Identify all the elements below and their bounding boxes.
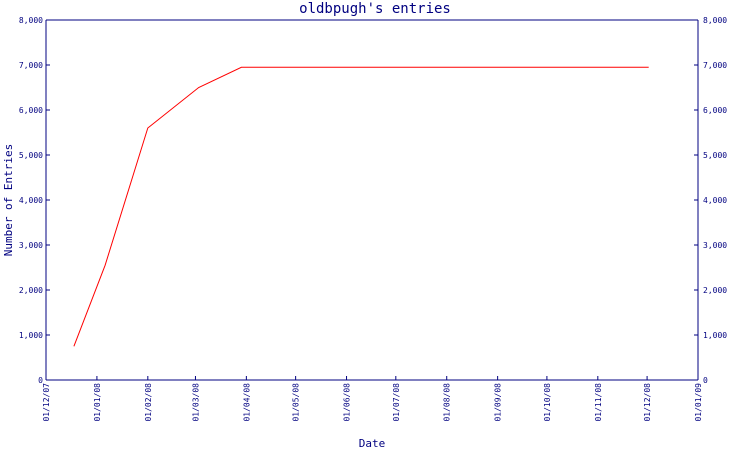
y-tick-label-right: 3,000	[703, 241, 727, 250]
y-tick-label-right: 5,000	[703, 151, 727, 160]
y-tick-label-left: 3,000	[19, 241, 43, 250]
y-tick-label-left: 1,000	[19, 331, 43, 340]
y-tick-label-right: 8,000	[703, 16, 727, 25]
y-tick-label-left: 7,000	[19, 61, 43, 70]
y-tick-label-left: 0	[38, 376, 43, 385]
plot-frame	[45, 19, 699, 381]
y-tick-label-left: 4,000	[19, 196, 43, 205]
x-tick-label: 01/03/08	[191, 383, 200, 422]
x-tick-label: 01/09/08	[494, 383, 503, 422]
x-tick-label: 01/08/08	[443, 383, 452, 422]
x-tick-label: 01/06/08	[343, 383, 352, 422]
y-tick-label-right: 1,000	[703, 331, 727, 340]
y-tick-label-left: 5,000	[19, 151, 43, 160]
x-tick-label: 01/02/08	[144, 383, 153, 422]
y-tick-label-right: 6,000	[703, 106, 727, 115]
y-tick-label-left: 8,000	[19, 16, 43, 25]
y-tick-label-right: 4,000	[703, 196, 727, 205]
chart-title: oldbpugh's entries	[299, 1, 451, 17]
x-tick-label: 01/04/08	[242, 383, 251, 422]
x-tick-label: 01/07/08	[392, 383, 401, 422]
y-tick-label-right: 2,000	[703, 286, 727, 295]
y-tick-label-left: 2,000	[19, 286, 43, 295]
y-tick-label-left: 6,000	[19, 106, 43, 115]
x-tick-label: 01/01/09	[694, 383, 703, 422]
x-axis-label: Date	[359, 437, 386, 450]
ticks-layer: 0 0 1,000 1,000 2,000 2,000 3,000 3,000 4,000 4,0…	[19, 16, 727, 422]
x-tick-label: 01/01/08	[93, 383, 102, 422]
x-tick-label: 01/11/08	[594, 383, 603, 422]
x-tick-label: 01/05/08	[292, 383, 301, 422]
y-axis-label: Number of Entries	[2, 144, 15, 257]
x-tick-label: 01/12/08	[643, 383, 652, 422]
x-tick-label: 01/12/07	[42, 383, 51, 422]
y-tick-label-right: 7,000	[703, 61, 727, 70]
x-tick-label: 01/10/08	[543, 383, 552, 422]
series-layer	[73, 66, 649, 347]
y-tick-label-right: 0	[703, 376, 708, 385]
entries-series-line	[73, 66, 649, 347]
